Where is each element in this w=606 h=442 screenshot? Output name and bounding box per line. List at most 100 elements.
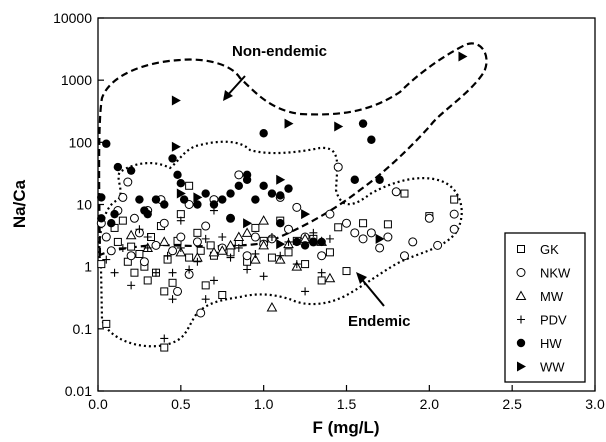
- point-gk: [102, 319, 111, 328]
- point-nkw: [366, 228, 376, 238]
- point-nkw: [325, 209, 335, 219]
- point-pdv: [267, 233, 276, 242]
- point-gk: [135, 249, 144, 258]
- point-pdv: [151, 268, 160, 277]
- data-points: [96, 51, 468, 352]
- x-tick-label: 3.0: [585, 396, 605, 412]
- point-ww: [276, 174, 286, 185]
- point-hw: [151, 195, 161, 204]
- point-hw: [126, 166, 136, 175]
- point-pdv: [201, 295, 210, 304]
- point-mw: [216, 245, 228, 255]
- point-gk: [160, 343, 169, 352]
- point-pdv: [209, 276, 218, 285]
- point-pdv: [110, 268, 119, 277]
- point-hw: [300, 241, 310, 250]
- point-hw: [160, 200, 169, 209]
- point-nkw: [192, 237, 202, 247]
- point-pdv: [301, 287, 310, 296]
- point-nkw: [129, 213, 139, 223]
- point-gk: [359, 219, 368, 228]
- point-gk: [383, 220, 392, 229]
- point-hw: [276, 191, 285, 200]
- point-hw: [350, 175, 359, 184]
- x-tick-label: 0.0: [88, 396, 108, 412]
- point-pdv: [243, 265, 252, 274]
- x-tick-label: 1.0: [254, 396, 274, 412]
- point-pdv: [317, 268, 326, 277]
- point-gk: [218, 291, 227, 300]
- point-gk: [118, 216, 127, 225]
- point-gk: [400, 189, 409, 198]
- point-hw: [226, 214, 235, 223]
- point-ww: [301, 209, 311, 220]
- point-pdv: [292, 260, 301, 269]
- point-mw: [324, 272, 336, 283]
- point-hw: [218, 195, 227, 204]
- point-hw: [375, 175, 384, 184]
- point-pdv: [234, 243, 243, 252]
- point-mw: [208, 246, 220, 257]
- point-nkw: [123, 177, 133, 187]
- point-gk: [334, 223, 343, 232]
- point-pdv: [176, 216, 185, 225]
- legend-marker-pdv: [517, 315, 525, 324]
- point-mw: [125, 229, 137, 240]
- point-pdv: [193, 257, 202, 266]
- point-hw: [176, 179, 186, 188]
- point-nkw: [242, 251, 252, 261]
- y-tick-label: 10: [76, 197, 92, 213]
- point-nkw: [106, 246, 116, 256]
- point-hw: [179, 195, 189, 204]
- point-mw: [250, 254, 261, 264]
- annotation-endemic: Endemic: [348, 313, 411, 330]
- point-nkw: [176, 232, 186, 242]
- point-hw: [97, 214, 106, 223]
- point-pdv: [143, 233, 152, 242]
- point-hw: [209, 200, 219, 209]
- arrow-endemic-head: [356, 272, 367, 284]
- point-nkw: [250, 232, 260, 242]
- point-hw: [110, 209, 119, 219]
- point-hw: [226, 189, 235, 198]
- point-gk: [168, 278, 177, 287]
- point-gk: [113, 237, 122, 246]
- point-pdv: [163, 251, 172, 260]
- point-gk: [143, 276, 152, 285]
- point-hw: [284, 184, 293, 193]
- y-tick-label: 1: [84, 259, 92, 275]
- legend-marker-hw: [516, 338, 526, 348]
- point-nkw: [375, 243, 385, 253]
- legend-label-gk: GK: [540, 242, 559, 257]
- point-gk: [201, 281, 210, 290]
- point-pdv: [160, 334, 169, 343]
- point-ww: [176, 188, 186, 199]
- point-nkw: [101, 232, 111, 242]
- point-nkw: [342, 218, 351, 228]
- point-nkw: [424, 213, 434, 223]
- x-tick-label: 2.0: [420, 396, 440, 412]
- point-pdv: [218, 233, 227, 242]
- point-gk: [127, 242, 136, 251]
- point-gk: [342, 267, 351, 276]
- point-nkw: [399, 251, 409, 261]
- point-nkw: [350, 228, 360, 238]
- point-gk: [251, 223, 260, 232]
- point-gk: [206, 241, 215, 250]
- point-pdv: [168, 268, 177, 277]
- point-hw: [234, 181, 244, 190]
- point-hw: [173, 170, 182, 180]
- point-pdv: [185, 265, 194, 274]
- point-hw: [259, 181, 268, 190]
- point-pdv: [143, 243, 152, 252]
- point-pdv: [135, 225, 144, 234]
- point-gk: [301, 260, 310, 269]
- point-pdv: [276, 251, 285, 260]
- point-nkw: [449, 224, 459, 234]
- point-hw: [292, 237, 301, 247]
- point-hw: [201, 189, 210, 198]
- point-pdv: [176, 243, 185, 252]
- point-gk: [267, 253, 276, 262]
- y-axis-ticks: 0.01 0.1 1 10 100 1000 10000: [53, 10, 104, 399]
- point-nkw: [139, 257, 149, 267]
